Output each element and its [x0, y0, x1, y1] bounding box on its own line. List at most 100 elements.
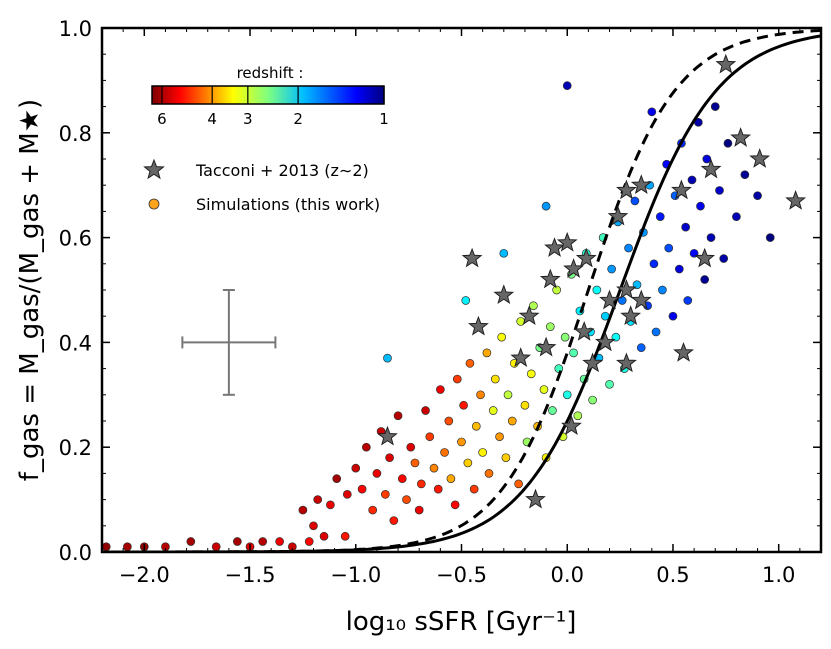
- simulation-point: [393, 411, 403, 421]
- tacconi-star: [594, 331, 616, 352]
- simulation-point: [529, 301, 538, 311]
- x-tick-label: −1.5: [225, 563, 276, 587]
- tacconi-star: [599, 289, 620, 310]
- tacconi-star: [561, 415, 582, 436]
- simulation-point: [469, 484, 479, 494]
- tacconi-star: [573, 320, 595, 341]
- simulation-point: [658, 285, 667, 295]
- y-tick-label: 0.6: [59, 227, 92, 251]
- tacconi-star: [544, 237, 565, 257]
- simulation-point: [723, 138, 733, 148]
- simulation-point: [562, 81, 572, 90]
- simulation-point: [617, 296, 627, 305]
- simulation-point: [482, 348, 492, 358]
- simulation-point: [649, 259, 659, 269]
- tacconi-star: [575, 247, 597, 268]
- legend-star-icon: [143, 158, 165, 180]
- simulation-point: [655, 212, 665, 221]
- simulation-point: [503, 390, 513, 400]
- tacconi-star: [535, 336, 557, 357]
- tacconi-star: [468, 315, 489, 336]
- tacconi-star: [785, 189, 807, 210]
- simulation-point: [232, 537, 242, 546]
- simulation-point: [499, 248, 509, 258]
- legend: Tacconi + 2013 (z∼2) Simulations (this w…: [143, 158, 380, 214]
- simulation-point: [545, 322, 555, 332]
- simulation-point: [385, 453, 394, 463]
- simulation-point: [342, 490, 352, 499]
- simulation-point: [444, 416, 454, 426]
- x-tick-label: 1.0: [762, 563, 795, 587]
- simulation-point: [332, 474, 342, 483]
- simulation-point: [687, 175, 697, 185]
- colorbar-tick-label: 1: [379, 110, 389, 128]
- simulation-point: [461, 296, 471, 305]
- colorbar-tick-label: 6: [157, 110, 167, 128]
- simulation-point: [414, 505, 424, 515]
- simulation-point: [381, 490, 390, 499]
- tacconi-star: [694, 247, 716, 268]
- simulation-point: [700, 275, 710, 284]
- tacconi-star: [616, 352, 637, 373]
- simulation-point: [674, 264, 684, 274]
- axes: −2.0 −1.5 −1.0 −0.5 0.0 0.5 1.0 0.0 0.2 0.4 0.6 0.8…: [59, 17, 821, 587]
- simulation-point: [560, 332, 570, 342]
- simulation-point: [463, 458, 473, 468]
- x-tick-label: −2.0: [119, 563, 170, 587]
- simulation-point: [702, 154, 712, 164]
- x-tick-label: −1.0: [330, 563, 381, 587]
- simulation-point: [340, 531, 350, 541]
- colorbar-tick-label: 2: [293, 110, 303, 128]
- simulation-point: [421, 406, 430, 415]
- legend-label-simulations: Simulations (this work): [196, 195, 380, 214]
- tacconi-star: [616, 279, 637, 299]
- tacconi-star: [607, 205, 629, 226]
- simulation-point: [425, 432, 435, 442]
- simulation-point: [501, 453, 511, 463]
- colorbar-title: redshift :: [237, 64, 304, 82]
- simulation-point: [465, 359, 475, 368]
- x-tick-label: 0.0: [551, 563, 584, 587]
- legend-label-tacconi: Tacconi + 2013 (z∼2): [195, 161, 369, 180]
- simulation-point: [326, 500, 335, 510]
- simulation-point: [541, 201, 551, 211]
- simulation-point: [719, 254, 729, 263]
- plot-area-points: [102, 81, 775, 552]
- simulation-point: [624, 243, 633, 253]
- simulation-point: [715, 186, 724, 195]
- tacconi-star: [510, 347, 532, 367]
- y-tick-label: 1.0: [59, 17, 92, 41]
- simulation-point: [211, 542, 221, 552]
- simulation-point: [361, 442, 371, 452]
- simulation-point: [402, 495, 411, 504]
- tacconi-star: [671, 179, 692, 200]
- simulation-point: [552, 285, 562, 295]
- tacconi-star: [518, 305, 540, 326]
- tacconi-star: [730, 127, 752, 147]
- simulation-point: [664, 243, 674, 253]
- simulation-point: [275, 537, 284, 546]
- simulation-point: [484, 469, 494, 478]
- simulation-point: [351, 463, 361, 473]
- fit-curve-dashed: [102, 28, 821, 552]
- simulation-point: [651, 327, 661, 337]
- simulation-point: [488, 406, 498, 415]
- simulation-point: [562, 390, 572, 400]
- simulation-point: [406, 442, 416, 452]
- y-tick-label: 0.0: [59, 541, 92, 565]
- simulation-point: [476, 390, 485, 400]
- simulation-point: [630, 196, 640, 206]
- x-tick-label: 0.5: [656, 563, 689, 587]
- simulation-point: [573, 411, 583, 421]
- redshift-colorbar: redshift : 6 4 3 2 1: [151, 64, 389, 128]
- simulation-point: [471, 421, 481, 431]
- tacconi-star: [582, 352, 603, 373]
- simulation-point: [313, 495, 323, 504]
- tacconi-star: [493, 284, 515, 305]
- simulation-point: [389, 516, 399, 525]
- colorbar-gradient: [151, 85, 385, 105]
- simulation-point: [607, 264, 616, 274]
- x-tick-label: −0.5: [436, 563, 487, 587]
- y-tick-label: 0.2: [59, 436, 92, 460]
- simulation-point: [605, 379, 614, 389]
